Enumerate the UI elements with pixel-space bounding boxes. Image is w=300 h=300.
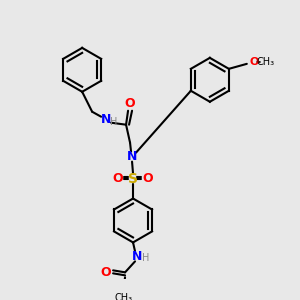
Text: O: O <box>143 172 153 185</box>
Text: O: O <box>249 57 259 67</box>
Text: O: O <box>113 172 123 185</box>
Text: H: H <box>110 117 118 127</box>
Text: N: N <box>132 250 142 263</box>
Text: N: N <box>101 113 111 126</box>
Text: S: S <box>128 172 138 186</box>
Text: CH₃: CH₃ <box>257 57 275 67</box>
Text: N: N <box>127 150 137 163</box>
Text: O: O <box>101 266 111 279</box>
Text: H: H <box>142 254 150 263</box>
Text: O: O <box>125 97 135 110</box>
Text: CH₃: CH₃ <box>114 293 132 300</box>
